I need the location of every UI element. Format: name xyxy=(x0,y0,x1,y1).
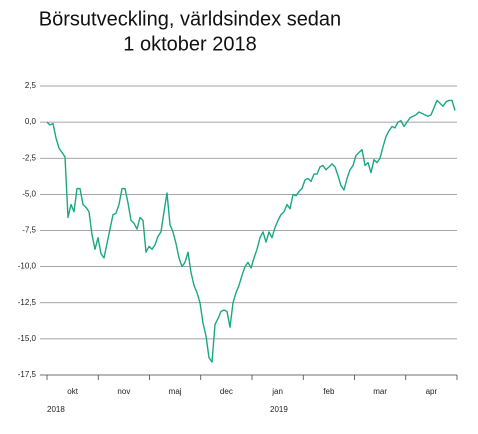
y-tick-label: -5,0 xyxy=(22,189,36,198)
year-label: 2019 xyxy=(270,405,288,414)
x-tick-label: apr xyxy=(426,387,438,396)
y-tick-label: 0,0 xyxy=(25,117,37,126)
x-tick-label: okt xyxy=(67,387,78,396)
y-tick-label: -2,5 xyxy=(22,153,36,162)
chart-title: Börsutveckling, världsindex sedan xyxy=(39,8,341,30)
line xyxy=(46,99,456,363)
chart-title: 1 oktober 2018 xyxy=(123,33,256,55)
y-tick-label: -17,5 xyxy=(18,370,37,379)
y-tick-label: -10,0 xyxy=(18,262,37,271)
x-tick-label: feb xyxy=(323,387,335,396)
x-tick-label: nov xyxy=(117,387,130,396)
x-tick-label: maj xyxy=(169,387,182,396)
x-tick-label: dec xyxy=(220,387,233,396)
year-label: 2018 xyxy=(47,405,65,414)
y-tick-label: -7,5 xyxy=(22,226,36,235)
x-tick-label: jan xyxy=(271,387,283,396)
y-tick-label: -15,0 xyxy=(18,334,37,343)
x-tick-label: mar xyxy=(373,387,387,396)
y-tick-label: -12,5 xyxy=(18,298,37,307)
y-tick-label: 2,5 xyxy=(25,81,37,90)
